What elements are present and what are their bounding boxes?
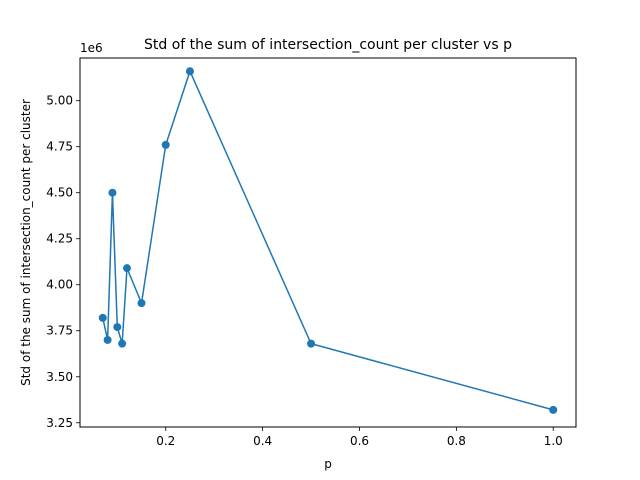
data-point [122, 264, 131, 273]
y-tick-label: 4.25 [46, 232, 73, 246]
data-point [307, 339, 316, 348]
data-point [103, 335, 112, 344]
data-point [549, 405, 558, 414]
axes-frame [79, 57, 577, 428]
x-tick-label: 0.4 [253, 434, 272, 448]
y-axis-label: Std of the sum of intersection_count per… [19, 99, 33, 386]
chart-title: Std of the sum of intersection_count per… [144, 37, 512, 53]
y-tick-label: 5.00 [46, 94, 73, 108]
y-tick-label: 4.50 [46, 186, 73, 200]
data-point [137, 299, 146, 308]
x-tick-label: 0.8 [447, 434, 466, 448]
y-tick-label: 3.75 [46, 324, 73, 338]
y-axis-ticks: 3.25 3.50 3.75 4.00 4.25 4.50 4.75 5.00 [46, 94, 80, 430]
plot-area [98, 67, 558, 414]
data-point [118, 339, 127, 348]
data-point [113, 323, 122, 332]
data-point [98, 313, 107, 322]
data-point [161, 140, 170, 149]
data-point [108, 188, 117, 197]
x-axis-ticks: 0.2 0.4 0.6 0.8 1.0 [156, 427, 563, 448]
x-tick-label: 0.6 [350, 434, 369, 448]
y-tick-label: 3.25 [46, 416, 73, 430]
y-offset-label: 1e6 [80, 41, 103, 55]
y-tick-label: 3.50 [46, 370, 73, 384]
data-point [185, 67, 194, 76]
x-tick-label: 1.0 [544, 434, 563, 448]
y-tick-label: 4.75 [46, 140, 73, 154]
x-axis-label: p [324, 457, 332, 471]
x-tick-label: 0.2 [156, 434, 175, 448]
y-tick-label: 4.00 [46, 278, 73, 292]
